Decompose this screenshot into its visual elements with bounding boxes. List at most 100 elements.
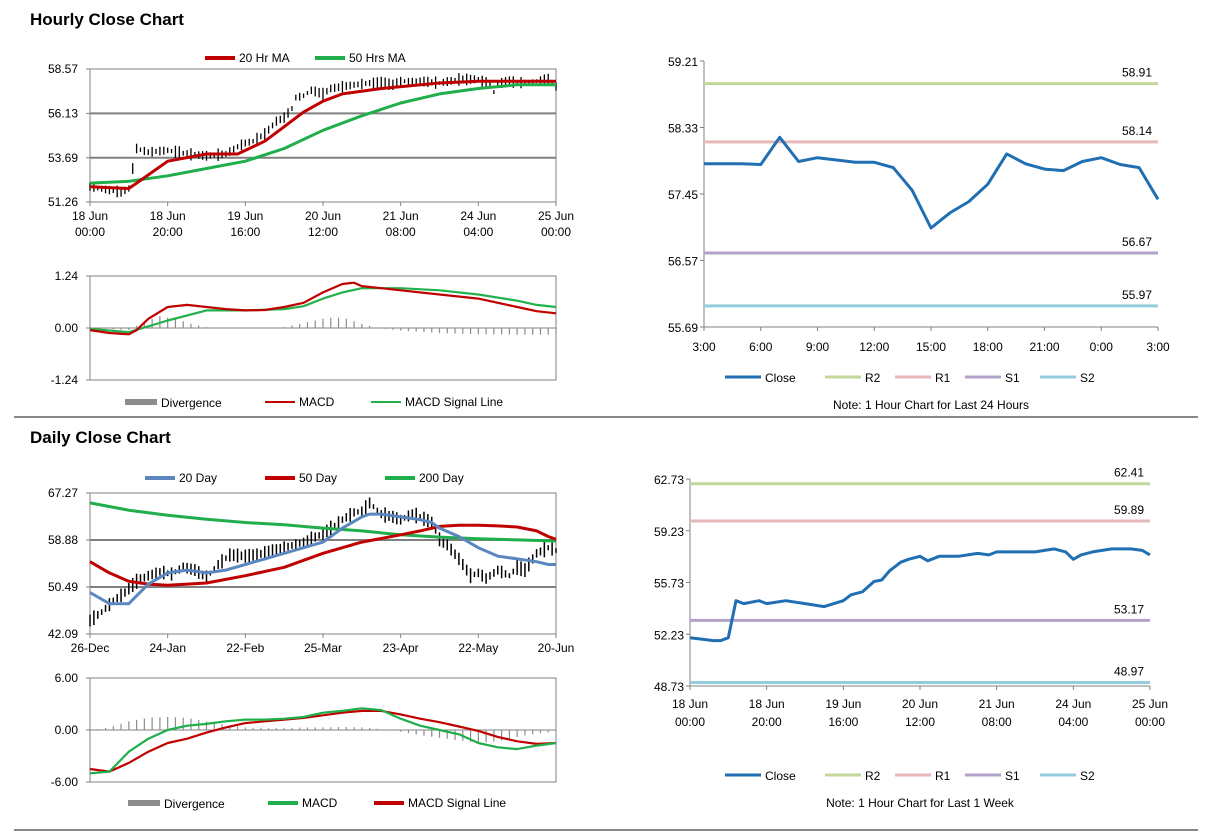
level-label-r2: 62.41	[1114, 466, 1144, 480]
chart-note: Note: 1 Hour Chart for Last 24 Hours	[833, 398, 1029, 412]
x-tick-label: 24 Jun	[460, 209, 496, 223]
legend-macd-signal-label: MACD Signal Line	[405, 395, 503, 409]
y-tick-label: 53.69	[48, 151, 78, 165]
x-tick-label: 26-Dec	[71, 641, 110, 655]
x-tick-label: 00:00	[675, 715, 705, 729]
legend-divergence-label: Divergence	[164, 797, 225, 811]
x-tick-label: 00:00	[1135, 715, 1165, 729]
x-tick-label: 24 Jun	[1055, 697, 1091, 711]
level-label-r2: 58.91	[1122, 66, 1152, 80]
x-tick-label: 04:00	[463, 225, 493, 239]
y-tick-label: 52.23	[654, 628, 684, 642]
x-tick-label: 25-Mar	[304, 641, 342, 655]
level-label-s1: 56.67	[1122, 235, 1152, 249]
y-tick-label: 57.45	[668, 188, 698, 202]
level-label-s1: 53.17	[1114, 602, 1144, 616]
legend-r1-label: R1	[935, 371, 951, 385]
legend-50-day-label: 50 Day	[299, 471, 337, 485]
hourly-ma-chart: 20 Hr MA 50 Hrs MA58.5756.1353.6951.2618 …	[48, 51, 574, 239]
legend-20-day-label: 20 Day	[179, 471, 217, 485]
y-tick-label: 55.69	[668, 321, 698, 335]
series-50hrs-ma	[89, 83, 556, 185]
legend-s2-label: S2	[1080, 769, 1095, 783]
legend-divergence-swatch	[128, 800, 160, 806]
series-macd-signal	[89, 287, 557, 334]
legend-macd-label: MACD	[299, 395, 335, 409]
x-tick-label: 12:00	[859, 340, 889, 354]
hourly-24h-chart: 59.21 58.33 57.45 56.57 55.69 3:00 6:00 9:00 12:…	[668, 55, 1170, 412]
x-tick-label: 6:00	[749, 340, 773, 354]
y-tick-label: -6.00	[51, 775, 79, 789]
series-50-day	[89, 523, 557, 587]
series-close	[704, 135, 1160, 230]
x-tick-label: 24-Jan	[149, 641, 186, 655]
y-tick-label: 0.00	[55, 321, 79, 335]
chart-note: Note: 1 Hour Chart for Last 1 Week	[826, 796, 1015, 810]
x-tick-label: 22-Feb	[226, 641, 264, 655]
series-20hr-ma	[89, 79, 556, 190]
x-tick-label: 15:00	[916, 340, 946, 354]
legend-divergence-label: Divergence	[161, 396, 222, 410]
legend-20hr-ma-label: 20 Hr MA	[239, 51, 290, 65]
legend-s2-label: S2	[1080, 371, 1095, 385]
y-tick-label: 62.73	[654, 473, 684, 487]
series-macd	[89, 281, 557, 336]
y-tick-label: 1.24	[55, 269, 79, 283]
legend-close-label: Close	[765, 769, 796, 783]
legend-r2-label: R2	[865, 371, 881, 385]
x-tick-label: 19 Jun	[825, 697, 861, 711]
x-tick-label: 18 Jun	[150, 209, 186, 223]
y-tick-label: 51.26	[48, 195, 78, 209]
y-tick-label: -1.24	[51, 373, 79, 387]
y-tick-label: 0.00	[55, 723, 79, 737]
level-label-s2: 48.97	[1114, 664, 1144, 678]
y-tick-label: 59.23	[654, 525, 684, 539]
hourly-macd-chart: 1.24 0.00 -1.24 Divergence MACD MACD Signal L…	[51, 269, 557, 410]
x-tick-label: 18 Jun	[749, 697, 785, 711]
x-tick-label: 20 Jun	[902, 697, 938, 711]
x-tick-label: 0:00	[1090, 340, 1114, 354]
level-label-r1: 59.89	[1114, 503, 1144, 517]
legend-divergence-swatch	[125, 399, 157, 405]
legend-r2-label: R2	[865, 769, 881, 783]
x-tick-label: 12:00	[308, 225, 338, 239]
y-tick-label: 48.73	[654, 680, 684, 694]
x-tick-label: 21 Jun	[383, 209, 419, 223]
x-tick-label: 12:00	[905, 715, 935, 729]
y-tick-label: 56.13	[48, 106, 78, 120]
y-tick-label: 50.49	[48, 580, 78, 594]
x-tick-label: 20:00	[153, 225, 183, 239]
level-label-r1: 58.14	[1122, 124, 1152, 138]
daily-section-title: Daily Close Chart	[30, 428, 171, 447]
series-20-day	[89, 512, 556, 606]
legend-s1-label: S1	[1005, 769, 1020, 783]
x-tick-label: 18 Jun	[72, 209, 108, 223]
x-tick-label: 16:00	[230, 225, 260, 239]
x-tick-label: 3:00	[1146, 340, 1170, 354]
x-tick-label: 18:00	[973, 340, 1003, 354]
legend-r1-label: R1	[935, 769, 951, 783]
x-tick-label: 21 Jun	[979, 697, 1015, 711]
x-tick-label: 25 Jun	[538, 209, 574, 223]
daily-macd-chart: 6.00 0.00 -6.00 Divergence MACD MACD Signal L…	[51, 671, 557, 811]
y-tick-label: 58.88	[48, 533, 78, 547]
x-tick-label: 00:00	[75, 225, 105, 239]
series-macd-signal	[89, 709, 557, 773]
section-divider	[14, 416, 1198, 418]
x-tick-label: 3:00	[692, 340, 716, 354]
legend-close-label: Close	[765, 371, 796, 385]
x-tick-label: 20-Jun	[538, 641, 575, 655]
x-tick-label: 22-May	[458, 641, 498, 655]
x-tick-label: 20:00	[752, 715, 782, 729]
y-tick-label: 42.09	[48, 627, 78, 641]
y-tick-label: 59.21	[668, 55, 698, 69]
series-close	[689, 547, 1151, 643]
daily-ma-chart: 20 Day 50 Day 200 Day67.2758.8850.4942.092…	[48, 471, 575, 655]
x-tick-label: 08:00	[982, 715, 1012, 729]
x-tick-label: 19 Jun	[227, 209, 263, 223]
daily-week-chart: 62.73 59.23 55.73 52.23 48.73 18 Jun 00:00 18 J…	[654, 466, 1168, 810]
x-tick-label: 08:00	[386, 225, 416, 239]
y-tick-label: 56.57	[668, 255, 698, 269]
x-tick-label: 21:00	[1029, 340, 1059, 354]
legend-s1-label: S1	[1005, 371, 1020, 385]
